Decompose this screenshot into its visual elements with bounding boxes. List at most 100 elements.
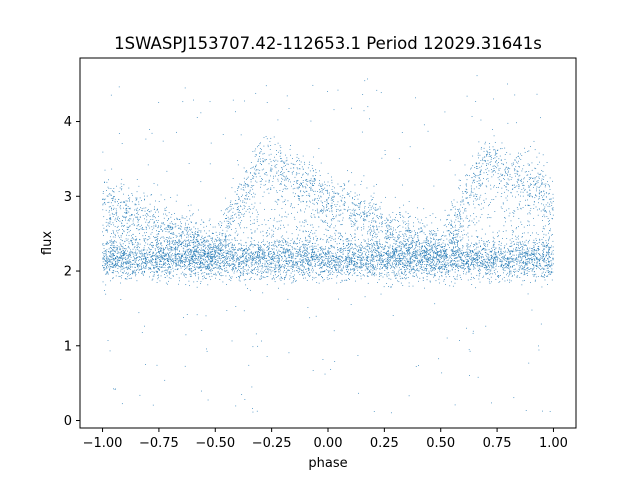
data-point xyxy=(117,232,119,234)
data-point xyxy=(392,269,394,271)
data-point xyxy=(257,253,259,254)
data-point xyxy=(141,255,143,257)
data-point xyxy=(203,263,204,265)
data-point xyxy=(128,267,129,268)
data-point xyxy=(359,267,361,269)
data-point xyxy=(223,263,225,264)
data-point xyxy=(512,265,514,266)
data-point xyxy=(259,265,261,267)
data-point xyxy=(302,252,303,254)
data-point xyxy=(265,261,267,263)
data-point xyxy=(241,256,243,258)
data-point xyxy=(229,275,230,277)
data-point xyxy=(480,265,482,267)
data-point xyxy=(219,279,221,280)
data-point xyxy=(266,265,268,267)
data-point xyxy=(138,269,140,271)
data-point xyxy=(161,266,162,268)
data-point xyxy=(151,264,153,266)
data-point xyxy=(436,249,437,251)
data-point xyxy=(165,263,167,264)
data-point xyxy=(367,259,368,261)
data-point xyxy=(105,257,107,259)
data-point xyxy=(237,257,239,259)
data-point xyxy=(293,267,295,269)
data-point xyxy=(377,265,378,267)
data-point xyxy=(119,253,121,255)
data-point xyxy=(515,235,516,237)
data-point xyxy=(289,278,291,280)
data-point xyxy=(476,260,478,262)
data-point xyxy=(487,272,489,274)
data-point xyxy=(123,268,125,270)
data-point xyxy=(204,268,206,270)
data-point xyxy=(248,266,250,268)
data-point xyxy=(549,256,550,258)
data-point xyxy=(462,267,464,268)
data-point xyxy=(523,274,525,276)
data-point xyxy=(190,240,192,242)
data-point xyxy=(528,271,530,272)
data-point xyxy=(198,256,200,258)
data-point xyxy=(330,261,331,263)
data-point xyxy=(141,267,142,269)
data-point xyxy=(220,239,221,241)
data-point xyxy=(263,257,265,258)
data-point xyxy=(351,246,353,248)
data-point xyxy=(426,251,428,252)
data-point xyxy=(454,242,455,244)
data-point xyxy=(391,266,393,268)
data-point xyxy=(263,259,265,260)
data-point xyxy=(551,268,553,270)
data-point xyxy=(466,261,468,263)
data-point xyxy=(112,255,114,257)
data-point xyxy=(532,254,534,256)
data-point xyxy=(208,253,209,255)
data-point xyxy=(258,260,260,262)
data-point xyxy=(328,261,330,263)
data-point xyxy=(424,255,426,257)
data-point xyxy=(386,252,387,253)
data-point xyxy=(514,243,515,245)
data-point xyxy=(131,240,133,241)
data-point xyxy=(240,239,242,241)
data-point xyxy=(129,268,130,270)
data-point xyxy=(387,265,389,266)
data-point xyxy=(103,245,105,246)
data-point xyxy=(272,257,274,259)
data-point xyxy=(204,240,206,242)
data-point xyxy=(361,252,363,254)
data-point xyxy=(123,270,125,272)
data-point xyxy=(505,263,507,264)
data-point xyxy=(440,261,442,263)
data-point xyxy=(483,267,485,269)
data-point xyxy=(267,272,269,274)
data-point xyxy=(169,265,171,267)
data-point xyxy=(235,306,237,307)
data-point xyxy=(366,257,368,259)
data-point xyxy=(172,274,174,276)
data-point xyxy=(176,258,178,260)
data-point xyxy=(243,273,244,275)
data-point xyxy=(284,255,286,257)
data-point xyxy=(232,258,234,259)
data-point xyxy=(274,265,276,267)
data-point xyxy=(289,266,291,267)
data-point xyxy=(293,277,294,279)
data-point xyxy=(172,258,173,260)
data-point xyxy=(479,255,480,256)
data-point xyxy=(247,254,249,256)
data-point xyxy=(533,253,535,255)
data-point xyxy=(368,271,370,273)
data-point xyxy=(457,240,459,241)
data-point xyxy=(528,257,529,259)
data-point xyxy=(167,258,168,260)
data-point xyxy=(209,244,211,246)
data-point xyxy=(164,254,166,255)
data-point xyxy=(212,261,214,263)
data-point xyxy=(484,258,485,260)
data-point xyxy=(176,263,177,264)
data-point xyxy=(433,276,435,278)
data-point xyxy=(333,246,334,248)
data-point xyxy=(122,264,124,266)
